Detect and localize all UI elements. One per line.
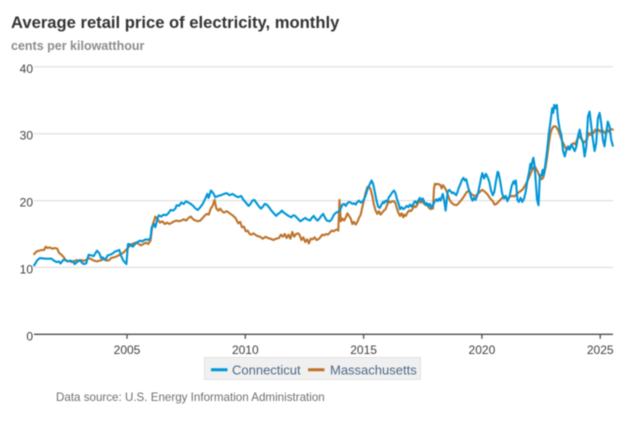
svg-text:2010: 2010 (232, 343, 259, 357)
svg-text:2020: 2020 (469, 343, 496, 357)
svg-text:Connecticut: Connecticut (232, 362, 301, 377)
svg-text:2015: 2015 (350, 343, 377, 357)
svg-text:2005: 2005 (114, 343, 141, 357)
svg-text:20: 20 (20, 196, 34, 210)
svg-text:0: 0 (26, 329, 33, 343)
svg-text:10: 10 (20, 262, 34, 276)
svg-text:40: 40 (20, 62, 34, 76)
svg-text:2025: 2025 (587, 343, 614, 357)
svg-text:30: 30 (20, 129, 34, 143)
svg-text:Massachusetts: Massachusetts (330, 362, 417, 377)
